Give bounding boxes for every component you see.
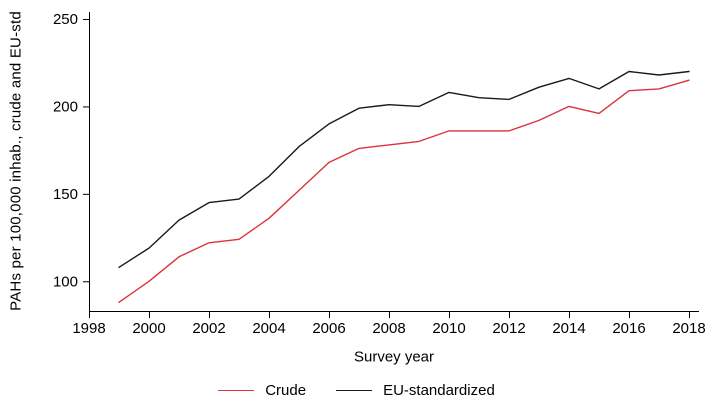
legend-label-eu-standardized: EU-standardized bbox=[383, 382, 495, 399]
y-tick-label: 100 bbox=[53, 273, 78, 290]
x-tick-label: 2002 bbox=[192, 320, 225, 337]
y-axis-label: PAHs per 100,000 inhab., crude and EU-st… bbox=[7, 11, 25, 311]
legend-label-crude: Crude bbox=[265, 382, 307, 399]
x-tick-label: 2018 bbox=[672, 320, 705, 337]
x-tick-label: 2006 bbox=[312, 320, 345, 337]
x-tick-label: 2010 bbox=[432, 320, 465, 337]
x-tick-label: 2004 bbox=[252, 320, 285, 337]
crude-line-swatch-icon bbox=[218, 390, 255, 391]
x-tick-label: 2008 bbox=[372, 320, 405, 337]
x-axis-label: Survey year bbox=[353, 348, 435, 366]
series-line-eu-standardized bbox=[118, 70, 690, 268]
legend-item-crude: Crude bbox=[218, 382, 306, 399]
x-tick-label: 2000 bbox=[132, 320, 165, 337]
y-tick-label: 200 bbox=[53, 98, 78, 115]
legend: Crude EU-standardized bbox=[0, 382, 713, 399]
y-tick-label: 150 bbox=[53, 186, 78, 203]
y-tick-label: 250 bbox=[53, 11, 78, 28]
x-tick-label: 2014 bbox=[552, 320, 585, 337]
x-tick-label: 2016 bbox=[612, 320, 645, 337]
legend-item-eu-standardized: EU-standardized bbox=[336, 382, 495, 399]
x-tick-label: 2012 bbox=[492, 320, 525, 337]
x-tick-label: 1998 bbox=[72, 320, 105, 337]
eu-standardized-line-swatch-icon bbox=[336, 390, 373, 391]
series-line-crude bbox=[118, 79, 690, 303]
